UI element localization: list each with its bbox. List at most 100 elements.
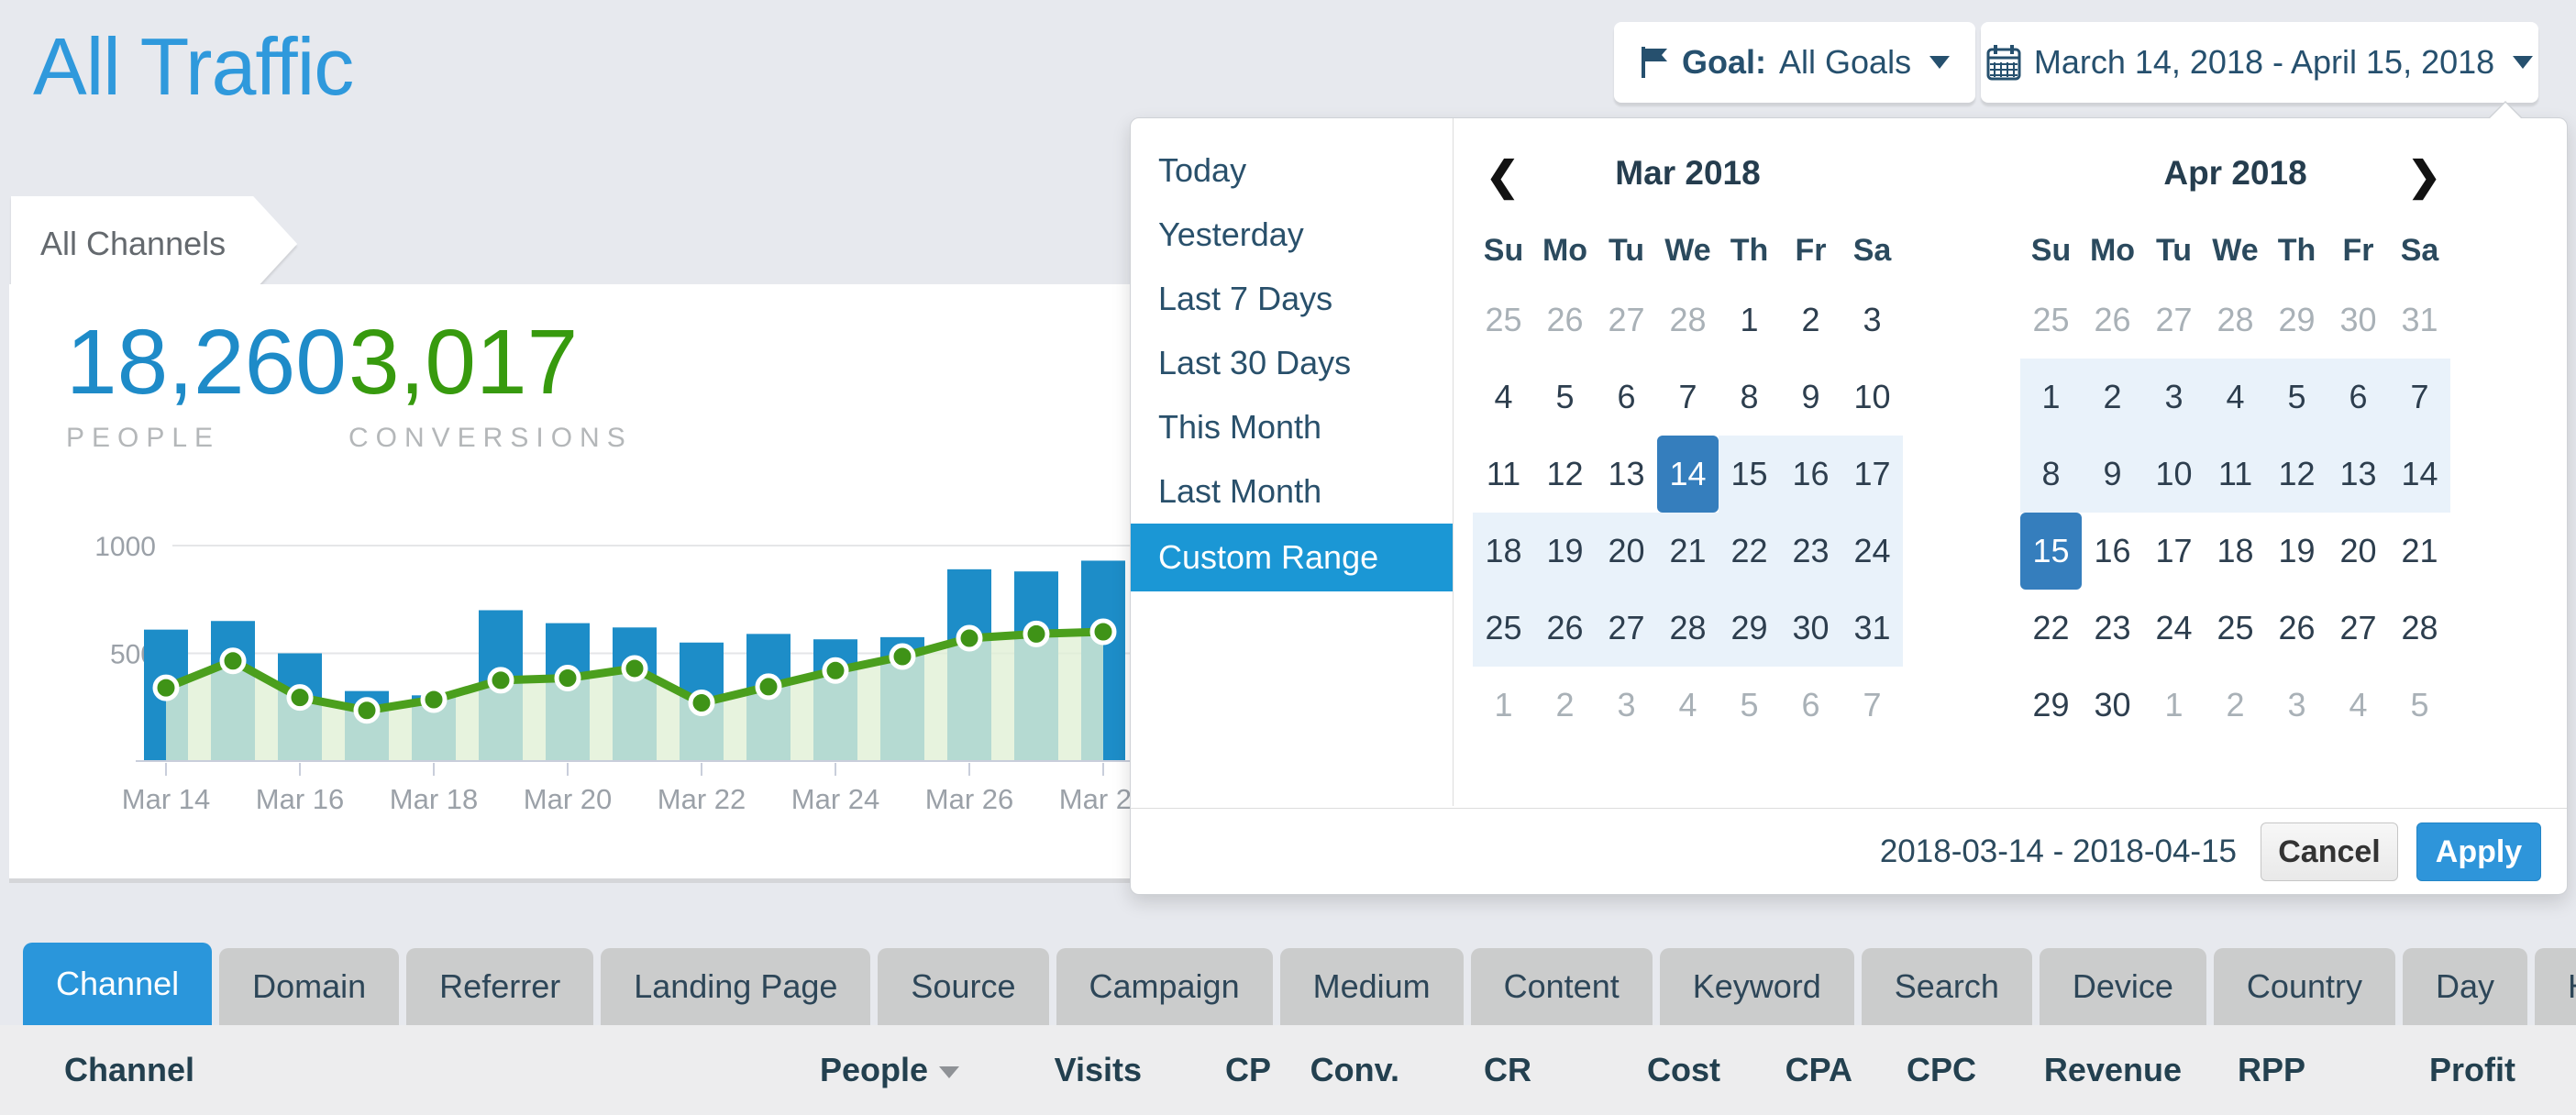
- calendar-day[interactable]: 6: [2327, 359, 2389, 436]
- calendar-day[interactable]: 11: [2205, 436, 2266, 513]
- calendar-day[interactable]: 18: [1473, 513, 1534, 590]
- tab-campaign[interactable]: Campaign: [1056, 948, 1273, 1025]
- calendar-day[interactable]: 11: [1486, 455, 1521, 492]
- calendar-day[interactable]: 25: [2217, 609, 2254, 646]
- calendar-day[interactable]: 28: [2217, 301, 2254, 338]
- preset-custom-range[interactable]: Custom Range: [1131, 524, 1453, 591]
- calendar-day[interactable]: 18: [2217, 532, 2254, 569]
- calendar-day[interactable]: 13: [2327, 436, 2389, 513]
- preset-last-7-days[interactable]: Last 7 Days: [1158, 280, 1333, 317]
- calendar-day[interactable]: 4: [1494, 378, 1513, 415]
- calendar-day[interactable]: 5: [2410, 686, 2429, 723]
- column-header-cost[interactable]: Cost: [1647, 1051, 1720, 1088]
- preset-last-30-days[interactable]: Last 30 Days: [1158, 344, 1352, 381]
- line-marker-mar-25[interactable]: [889, 643, 916, 670]
- calendar-day[interactable]: 26: [1546, 301, 1584, 338]
- goal-dropdown-button[interactable]: Goal: All Goals: [1614, 22, 1976, 103]
- apply-button[interactable]: Apply: [2416, 822, 2541, 881]
- calendar-day[interactable]: 23: [1780, 513, 1841, 590]
- calendar-day[interactable]: 22: [1719, 513, 1780, 590]
- tab-landing-page[interactable]: Landing Page: [601, 948, 871, 1025]
- calendar-day[interactable]: 4: [2205, 359, 2266, 436]
- calendar-day[interactable]: 5: [1740, 686, 1759, 723]
- calendar-day[interactable]: 30: [1780, 590, 1841, 667]
- calendar-day[interactable]: 13: [1608, 455, 1645, 492]
- calendar-day[interactable]: 28: [1669, 301, 1707, 338]
- line-marker-mar-17[interactable]: [353, 697, 381, 724]
- calendar-day[interactable]: 30: [2339, 301, 2377, 338]
- calendar-day[interactable]: 14: [2389, 436, 2450, 513]
- tab-referrer[interactable]: Referrer: [406, 948, 594, 1025]
- prev-month-icon[interactable]: ❮: [1486, 154, 1520, 199]
- calendar-day[interactable]: 4: [2349, 686, 2368, 723]
- line-marker-mar-26[interactable]: [956, 624, 983, 652]
- calendar-day[interactable]: 23: [2094, 609, 2131, 646]
- calendar-day[interactable]: 25: [1473, 590, 1534, 667]
- calendar-day[interactable]: 12: [2266, 436, 2327, 513]
- calendar-day[interactable]: 27: [2339, 609, 2377, 646]
- cancel-button[interactable]: Cancel: [2261, 822, 2398, 881]
- calendar-day[interactable]: 6: [1617, 378, 1636, 415]
- tab-country[interactable]: Country: [2213, 948, 2395, 1025]
- calendar-day[interactable]: 25: [2032, 301, 2070, 338]
- calendar-day[interactable]: 24: [1841, 513, 1903, 590]
- column-header-visits[interactable]: Visits: [1054, 1051, 1142, 1088]
- tab-content[interactable]: Content: [1470, 948, 1653, 1025]
- column-header-channel[interactable]: Channel: [64, 1051, 195, 1088]
- calendar-day[interactable]: 7: [1678, 378, 1697, 415]
- calendar-day[interactable]: 26: [2094, 301, 2131, 338]
- calendar-day[interactable]: 31: [2401, 301, 2438, 338]
- calendar-day[interactable]: 5: [1555, 378, 1575, 415]
- calendar-day[interactable]: 6: [1801, 686, 1820, 723]
- tab-domain[interactable]: Domain: [219, 948, 400, 1025]
- calendar-day[interactable]: 8: [2020, 436, 2082, 513]
- calendar-day[interactable]: 3: [2287, 686, 2306, 723]
- calendar-day[interactable]: 26: [2278, 609, 2316, 646]
- line-marker-mar-19[interactable]: [487, 667, 514, 694]
- calendar-day[interactable]: 16: [2094, 532, 2131, 569]
- calendar-day[interactable]: 7: [1863, 686, 1882, 723]
- calendar-day[interactable]: 2: [1801, 301, 1820, 338]
- line-marker-mar-28[interactable]: [1089, 618, 1117, 646]
- calendar-day[interactable]: 20: [1596, 513, 1657, 590]
- calendar-day[interactable]: 3: [2143, 359, 2205, 436]
- calendar-day[interactable]: 16: [1780, 436, 1841, 513]
- calendar-day[interactable]: 1: [2020, 359, 2082, 436]
- calendar-day[interactable]: 30: [2094, 686, 2131, 723]
- column-header-profit[interactable]: Profit: [2429, 1051, 2515, 1088]
- line-marker-mar-16[interactable]: [286, 684, 314, 712]
- calendar-day-selected[interactable]: 14: [1657, 436, 1719, 513]
- breadcrumb-all-channels[interactable]: All Channels: [11, 196, 297, 292]
- tab-day[interactable]: Day: [2402, 948, 2528, 1025]
- tab-medium[interactable]: Medium: [1279, 948, 1464, 1025]
- calendar-day[interactable]: 29: [2032, 686, 2070, 723]
- calendar-day[interactable]: 17: [2155, 532, 2193, 569]
- calendar-day[interactable]: 17: [1841, 436, 1903, 513]
- line-marker-mar-24[interactable]: [822, 657, 849, 684]
- line-marker-mar-14[interactable]: [152, 674, 180, 701]
- calendar-day[interactable]: 28: [1657, 590, 1719, 667]
- calendar-day[interactable]: 31: [1841, 590, 1903, 667]
- column-header-cp[interactable]: CP: [1224, 1051, 1271, 1088]
- calendar-day[interactable]: 25: [1485, 301, 1522, 338]
- tab-source[interactable]: Source: [878, 948, 1049, 1025]
- calendar-day[interactable]: 2: [2226, 686, 2245, 723]
- calendar-day[interactable]: 21: [2401, 532, 2438, 569]
- calendar-day[interactable]: 5: [2266, 359, 2327, 436]
- preset-yesterday[interactable]: Yesterday: [1158, 215, 1304, 253]
- calendar-day[interactable]: 2: [2082, 359, 2143, 436]
- line-marker-mar-15[interactable]: [219, 647, 247, 675]
- calendar-day[interactable]: 8: [1740, 378, 1759, 415]
- tab-device[interactable]: Device: [2039, 948, 2206, 1025]
- calendar-day[interactable]: 4: [1678, 686, 1697, 723]
- calendar-day[interactable]: 19: [2278, 532, 2316, 569]
- calendar-day[interactable]: 1: [1494, 686, 1513, 723]
- calendar-day-selected[interactable]: 15: [2020, 513, 2082, 590]
- calendar-day[interactable]: 24: [2155, 609, 2193, 646]
- calendar-day[interactable]: 1: [2164, 686, 2184, 723]
- calendar-day[interactable]: 19: [1534, 513, 1596, 590]
- tab-keyword[interactable]: Keyword: [1659, 948, 1854, 1025]
- line-marker-mar-22[interactable]: [688, 690, 715, 717]
- column-header-cpc[interactable]: CPC: [1906, 1051, 1976, 1088]
- tab-channel[interactable]: Channel: [23, 943, 213, 1025]
